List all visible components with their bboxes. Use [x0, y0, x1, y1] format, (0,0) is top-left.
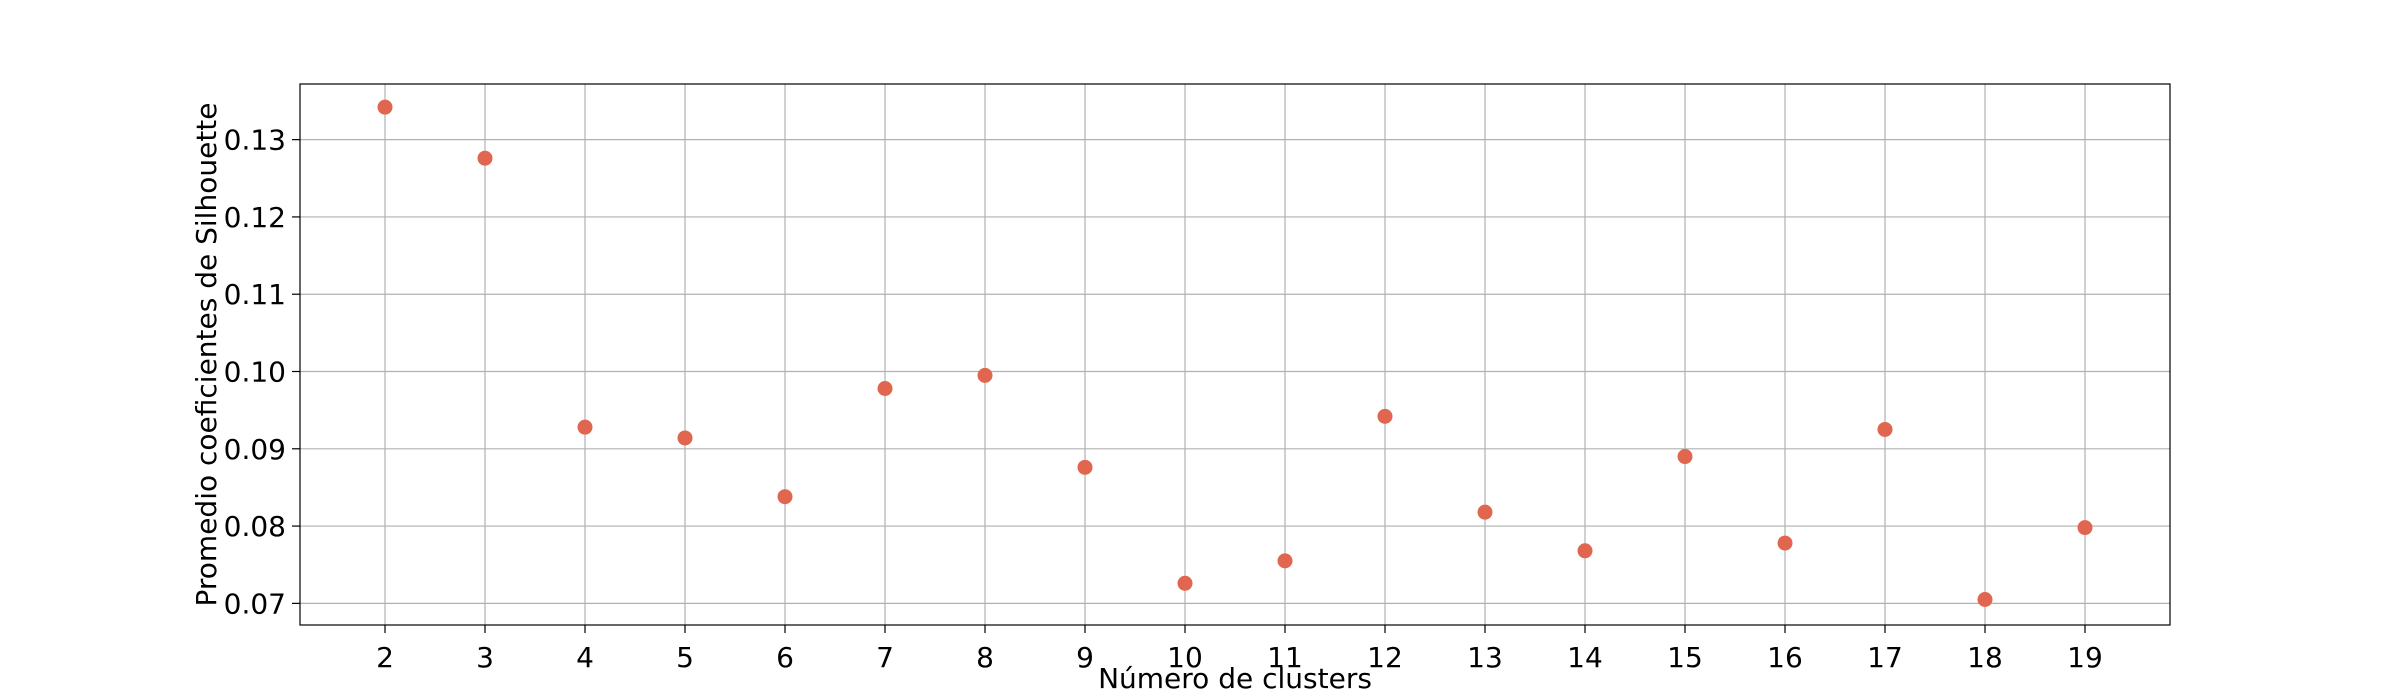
y-tick-label: 0.08	[224, 510, 286, 543]
data-point	[777, 489, 793, 505]
x-tick-label: 4	[576, 641, 594, 674]
data-point	[1177, 575, 1193, 591]
x-tick-label: 10	[1167, 641, 1203, 674]
y-tick-label: 0.09	[224, 433, 286, 466]
x-tick-label: 18	[1967, 641, 2003, 674]
data-point	[977, 367, 993, 383]
y-tick-label: 0.10	[224, 356, 286, 389]
data-point	[1577, 543, 1593, 559]
data-point	[1277, 553, 1293, 569]
data-points	[377, 99, 2093, 607]
x-tick-label: 11	[1267, 641, 1303, 674]
x-tick-label: 16	[1767, 641, 1803, 674]
data-point	[1677, 449, 1693, 465]
x-tick-label: 6	[776, 641, 794, 674]
data-point	[477, 150, 493, 166]
y-tick-label: 0.13	[224, 124, 286, 157]
x-tick-label: 9	[1076, 641, 1094, 674]
x-tick-label: 12	[1367, 641, 1403, 674]
data-point	[577, 419, 593, 435]
data-point	[1377, 408, 1393, 424]
x-tick-label: 15	[1667, 641, 1703, 674]
data-point	[1077, 459, 1093, 475]
y-axis-label: Promedio coeficientes de Silhouette	[190, 103, 223, 607]
x-tick-label: 19	[2067, 641, 2103, 674]
grid	[300, 84, 2170, 625]
x-tick-label: 8	[976, 641, 994, 674]
x-tick-label: 5	[676, 641, 694, 674]
x-axis-label: Número de clusters	[1098, 662, 1372, 695]
x-tick-label: 17	[1867, 641, 1903, 674]
x-tick-label: 2	[376, 641, 394, 674]
y-tick-label: 0.12	[224, 201, 286, 234]
data-point	[877, 381, 893, 397]
data-point	[1477, 504, 1493, 520]
y-tick-label: 0.07	[224, 587, 286, 620]
data-point	[377, 99, 393, 115]
y-axis-ticks: 0.07 0.08 0.09 0.10 0.11 0.12 0.13	[224, 124, 300, 620]
data-point	[2077, 520, 2093, 536]
data-point	[1877, 421, 1893, 437]
x-tick-label: 7	[876, 641, 894, 674]
plot-frame	[299, 83, 2171, 626]
x-axis-ticks: 2 3 4 5 6 7 8 9 10 11 12 13 14 15 16 17 18 19	[376, 625, 2103, 674]
x-tick-label: 14	[1567, 641, 1603, 674]
x-tick-label: 13	[1467, 641, 1503, 674]
data-point	[1977, 591, 1993, 607]
y-tick-label: 0.11	[224, 278, 286, 311]
data-point	[1777, 535, 1793, 551]
x-tick-label: 3	[476, 641, 494, 674]
data-point	[677, 430, 693, 446]
